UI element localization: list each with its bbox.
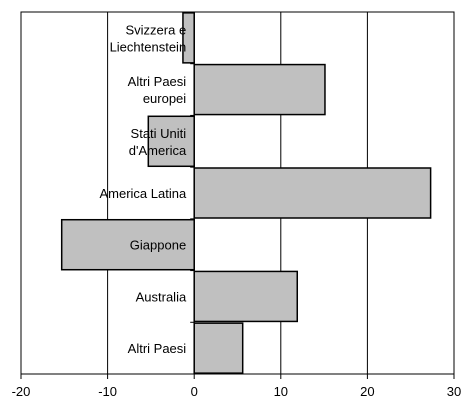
zero-axis bbox=[190, 11, 195, 375]
x-tick-label: 10 bbox=[274, 384, 288, 399]
category-labels: Svizzera e Liechtenstein Altri Paesi europe… bbox=[99, 22, 186, 356]
bar bbox=[193, 63, 326, 116]
category-label: America Latina bbox=[99, 186, 186, 201]
x-tick-label: -10 bbox=[98, 384, 117, 399]
category-label: Australia bbox=[136, 289, 187, 304]
bar bbox=[193, 322, 244, 374]
bar bbox=[60, 218, 195, 271]
bar bbox=[193, 167, 432, 219]
x-tick-label: 0 bbox=[191, 384, 198, 399]
x-tick-label: 30 bbox=[447, 384, 461, 399]
bars bbox=[60, 12, 432, 374]
x-tick-label: -20 bbox=[12, 384, 31, 399]
x-tick-label: 20 bbox=[360, 384, 374, 399]
category-label: Altri Paesi europei bbox=[128, 74, 187, 106]
bar bbox=[147, 115, 195, 168]
bar bbox=[182, 12, 195, 64]
bar bbox=[193, 270, 299, 323]
category-label: Altri Paesi bbox=[128, 341, 187, 356]
category-label: Svizzera e Liechtenstein bbox=[110, 22, 187, 54]
category-label: Giappone bbox=[130, 238, 186, 253]
category-label: Stati Uniti d'America bbox=[129, 126, 187, 158]
x-axis-ticks: -20 -10 0 10 20 30 bbox=[12, 374, 461, 399]
